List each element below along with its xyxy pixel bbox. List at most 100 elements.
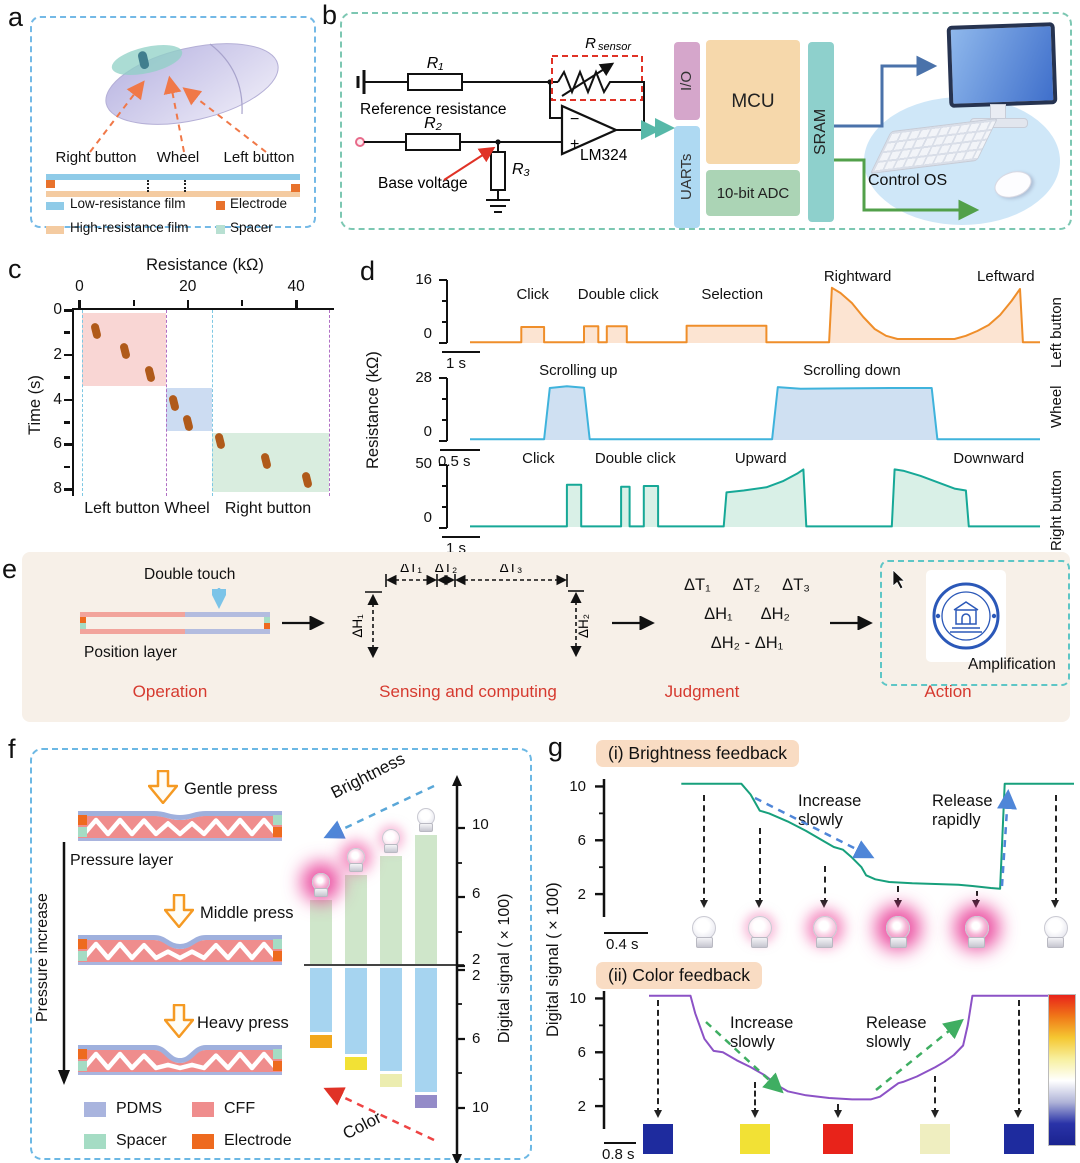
f-legend-swatch-spacer <box>84 1134 106 1149</box>
f-tick-2-bottom: 2 <box>472 967 481 984</box>
right-button-label: Right button <box>55 149 137 166</box>
y-tick-label: 2 <box>53 345 62 363</box>
y-tick <box>64 488 73 491</box>
pressure-increase-arrow <box>58 842 70 1085</box>
x-tick <box>78 300 81 309</box>
adc-block: 10-bit ADC <box>706 170 800 216</box>
panel-a-label: a <box>8 2 24 32</box>
bulb-glass <box>886 916 911 940</box>
double-touch-arrow <box>212 588 226 609</box>
g2-trend-arrows <box>705 1018 964 1094</box>
opamp-label: LM324 <box>580 147 628 164</box>
bulb-glass <box>747 916 772 940</box>
c-region-label-wheel: Wheel <box>164 500 210 517</box>
heavy-press-label: Heavy press <box>197 1014 289 1032</box>
position-layer-label: Position layer <box>84 644 178 661</box>
feedback-arrow <box>1051 795 1060 908</box>
event-label: Rightward <box>823 268 892 285</box>
c-xlabel: Resistance (kΩ) <box>146 256 264 274</box>
c-plot: 0 20 40 0 2 4 6 8 <box>53 278 334 497</box>
dt-ticks <box>385 574 568 587</box>
d2-side-label: Wheel <box>1048 385 1065 429</box>
d3-ytick-bottom: 0 <box>423 509 432 526</box>
panel-g-label: g <box>548 732 564 762</box>
resistor-r2 <box>405 133 461 151</box>
bulb-base <box>384 844 398 853</box>
d3-scalebar <box>442 536 480 538</box>
event-label: Upward <box>734 450 787 467</box>
flow-arrow-3 <box>830 616 873 630</box>
legend-label-high-resistance: High-resistance film <box>70 220 189 235</box>
flow-arrow-2 <box>612 616 655 630</box>
event-label: Double click <box>594 450 676 467</box>
g1-tick-10: 10 <box>569 778 586 795</box>
panel-e-label: e <box>2 554 18 584</box>
g2-title: (ii) Color feedback <box>596 962 762 989</box>
electrode-left <box>46 180 55 188</box>
color-bar <box>415 968 437 1092</box>
structure-middle <box>78 935 282 965</box>
color-cap <box>415 1095 437 1108</box>
legend-swatch-spacer <box>216 225 225 234</box>
feedback-arrow <box>833 1104 842 1118</box>
d2-ytick-top: 28 <box>415 369 432 386</box>
bulb-icon <box>306 873 336 897</box>
color-cap <box>310 1035 332 1048</box>
color-arrow <box>323 1087 435 1142</box>
judgment-block: ΔT₁ ΔT₂ ΔT₃ ΔH₁ ΔH₂ ΔH₂ - ΔH₁ <box>662 576 832 653</box>
brightness-bar <box>310 900 332 964</box>
g2-tick-6: 6 <box>577 1044 586 1061</box>
g2-tick-10: 10 <box>569 990 586 1007</box>
caption-judgment: Judgment <box>664 682 740 701</box>
color-bar <box>310 968 332 1032</box>
callout-arrows <box>89 75 267 153</box>
caption-operation: Operation <box>132 682 208 701</box>
feedback-arrow <box>972 891 981 908</box>
pos-electrode-left <box>80 617 86 623</box>
amplification-label: Amplification <box>968 656 1056 673</box>
output-arrows <box>834 55 980 221</box>
dt1-term: ΔT₁ <box>683 576 711 594</box>
x-tick-label: 40 <box>287 278 305 295</box>
x-tick <box>186 300 190 309</box>
pos-bottom-left <box>80 629 185 634</box>
structure-heavy <box>78 1045 282 1075</box>
bulb-base <box>968 937 986 948</box>
f-axis <box>452 775 465 1163</box>
opamp-triangle <box>560 104 619 156</box>
bulb-base <box>349 863 363 872</box>
double-touch-label: Double touch <box>144 566 236 583</box>
bulb-icon <box>689 916 719 948</box>
bulb-base <box>314 888 328 897</box>
c-region-label-right: Right button <box>224 500 312 517</box>
f-legend-label-cff: CFF <box>224 1100 256 1117</box>
g2-scalebar <box>604 1142 636 1144</box>
y-tick-label: 8 <box>53 480 62 498</box>
resistor-r3 <box>490 151 506 191</box>
r1-label: R₁ <box>427 55 444 72</box>
g-brightness-panel: (i) Brightness feedback 10 6 2 Increase … <box>540 736 1080 960</box>
d2-waveform <box>470 377 1040 441</box>
opamp-plus: + <box>570 136 579 153</box>
base-voltage-label: Base voltage <box>378 175 468 192</box>
legend-label-electrode: Electrode <box>230 196 288 211</box>
middle-press-arrow <box>164 894 194 928</box>
g1-scalebar <box>604 932 648 934</box>
event-label: Click <box>522 450 555 467</box>
event-label: Scrolling down <box>803 362 901 379</box>
bulb-icon <box>341 848 371 872</box>
y-tick-label: 0 <box>53 301 62 318</box>
signal-to-mcu-arrow <box>644 118 675 138</box>
bulb-icon <box>883 916 913 948</box>
structure-gentle <box>78 811 282 841</box>
mcu-block: MCU <box>706 40 800 164</box>
d2-axis-bracket <box>439 377 448 442</box>
dt3-term: ΔT₃ <box>782 576 810 594</box>
position-layer-bar <box>80 612 270 634</box>
g1-tick-2: 2 <box>577 886 586 903</box>
gentle-press-arrow <box>148 770 178 804</box>
pos-electrode-right <box>264 623 270 629</box>
base-voltage-arrow <box>443 146 496 181</box>
y-tick <box>64 376 70 379</box>
